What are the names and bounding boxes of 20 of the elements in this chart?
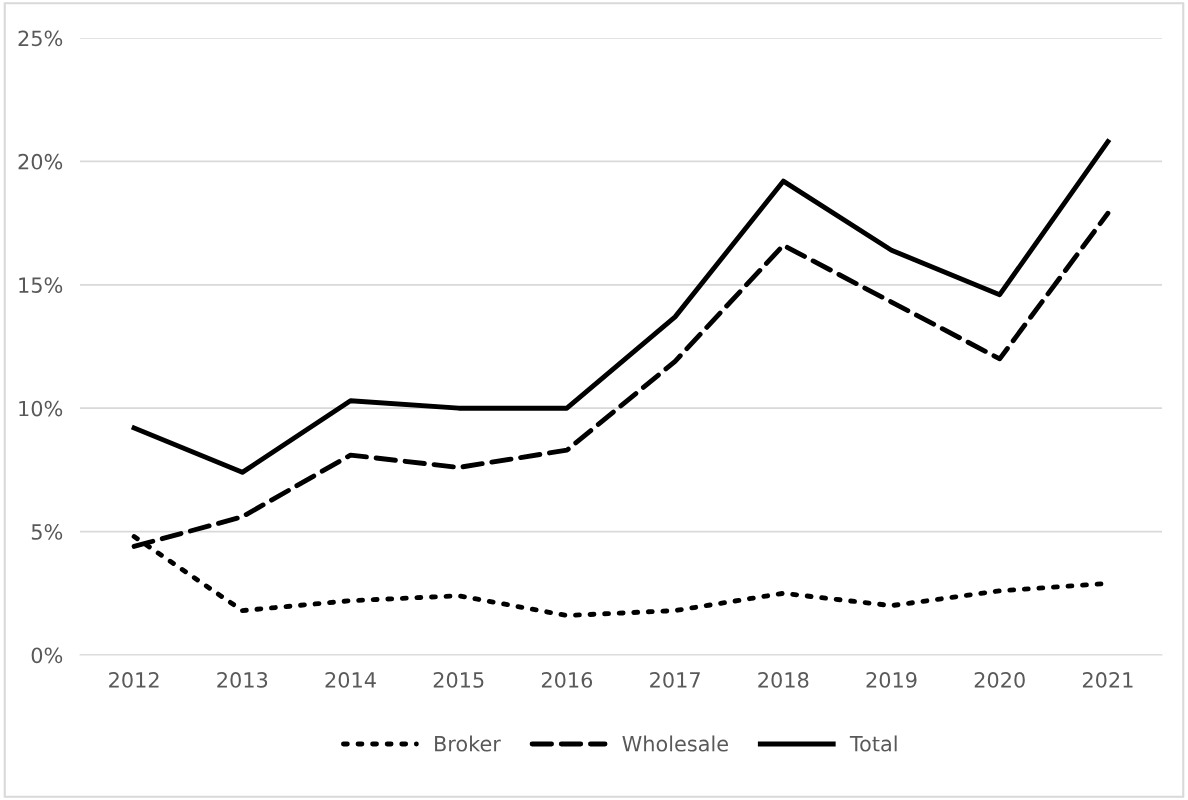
legend-label: Broker bbox=[435, 735, 501, 752]
y-tick-label: 25% bbox=[18, 30, 63, 47]
x-tick-label: 2016 bbox=[541, 672, 593, 688]
x-tick-label: 2014 bbox=[325, 672, 376, 688]
x-tick-label: 2015 bbox=[433, 672, 484, 688]
x-tick-label: 2017 bbox=[650, 672, 700, 688]
x-tick-label: 2012 bbox=[109, 672, 159, 688]
y-tick-label: 15% bbox=[19, 277, 63, 294]
x-tick-label: 2013 bbox=[217, 672, 268, 688]
y-tick-label: 10% bbox=[19, 400, 63, 417]
x-tick-label: 2018 bbox=[758, 672, 809, 688]
y-tick-label: 0% bbox=[31, 647, 63, 664]
line-series bbox=[131, 139, 1111, 475]
x-tick-label: 2019 bbox=[866, 672, 917, 688]
legend-label: Wholesale bbox=[622, 735, 728, 752]
x-tick-label: 2020 bbox=[974, 672, 1025, 688]
legend-label: Total bbox=[849, 735, 897, 752]
x-tick-label: 2021 bbox=[1082, 672, 1133, 688]
y-tick-label: 20% bbox=[18, 153, 63, 170]
y-tick-label: 5% bbox=[31, 524, 63, 540]
